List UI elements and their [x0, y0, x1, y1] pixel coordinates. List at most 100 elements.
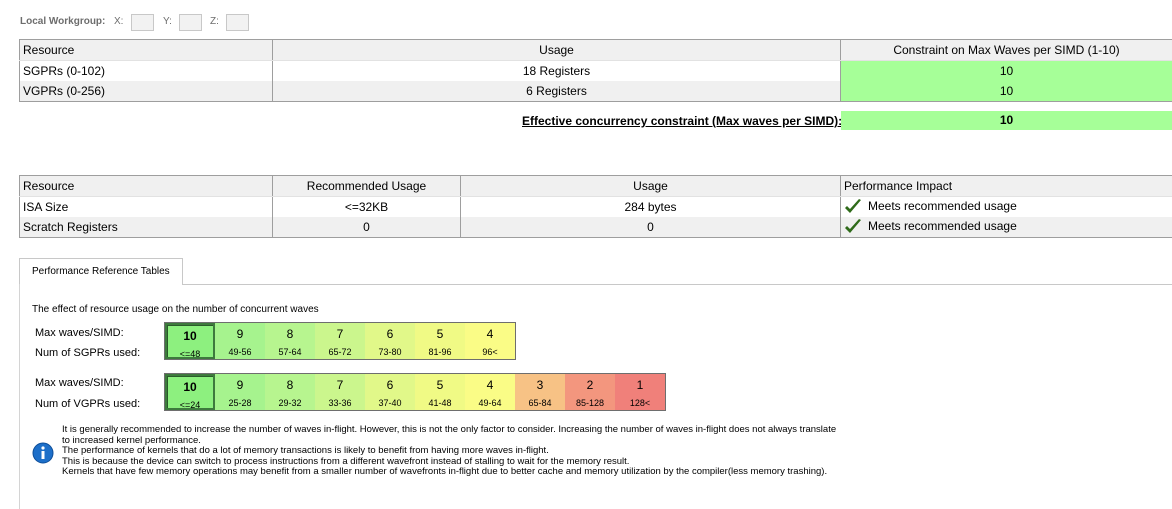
vgpr-wave-count: 9: [236, 378, 244, 392]
resource-usage-table: Resource Recommended Usage Usage Perform…: [19, 175, 1172, 238]
isa-size-resource: ISA Size: [19, 196, 273, 217]
sgpr-register-range: 65-72: [328, 347, 352, 357]
vgpr-wave-cell: 8 29-32: [265, 374, 315, 410]
sgpr-wave-cell: 7 65-72: [315, 323, 365, 359]
vgpr-usage: 6 Registers: [272, 81, 841, 102]
vgpr-wave-cell: 1 128<: [615, 374, 665, 410]
vgpr-wave-count: 3: [536, 378, 544, 392]
workgroup-x-input[interactable]: [131, 14, 154, 31]
tab-strip-line: [183, 284, 1172, 285]
checkmark-icon: [845, 199, 861, 213]
vgpr-register-range: <=24: [179, 400, 201, 410]
vgpr-register-range: 29-32: [278, 398, 302, 408]
vgpr-constraint: 10: [840, 81, 1172, 102]
sgpr-wave-count: 9: [236, 327, 244, 341]
vgpr-wave-cell: 7 33-36: [315, 374, 365, 410]
workgroup-x-label: X:: [114, 16, 124, 27]
vgpr-register-range: 65-84: [528, 398, 552, 408]
sgpr-wave-count: 6: [386, 327, 394, 341]
info-line: The performance of kernels that do a lot…: [62, 445, 549, 456]
vgpr-wave-cell: 5 41-48: [415, 374, 465, 410]
reference-description: The effect of resource usage on the numb…: [32, 304, 319, 315]
sgpr-constraint: 10: [840, 60, 1172, 81]
sgpr-register-range: 57-64: [278, 347, 302, 357]
header-resource: Resource: [19, 175, 273, 197]
scratch-recommended: 0: [272, 217, 461, 238]
sgpr-wave-count: 7: [336, 327, 344, 341]
vgpr-wave-cell: 4 49-64: [465, 374, 515, 410]
sgpr-register-range: 81-96: [428, 347, 452, 357]
sgpr-usage: 18 Registers: [272, 60, 841, 81]
vgpr-wave-cell: 10 <=24: [165, 374, 215, 410]
sgpr-waves-table: 10 <=48 9 49-56 8 57-64 7 65-72 6 73-80 5 81-96 4 96<: [164, 322, 516, 360]
workgroup-z-label: Z:: [210, 16, 219, 27]
effective-concurrency-label: Effective concurrency constraint (Max wa…: [522, 114, 843, 128]
info-line: It is generally recommended to increase …: [62, 424, 837, 435]
isa-size-impact-text: Meets recommended usage: [868, 199, 1017, 214]
vgpr-used-label: Num of VGPRs used:: [35, 398, 141, 410]
header-usage: Usage: [272, 39, 841, 61]
sgpr-wave-count: 10: [183, 329, 197, 343]
vgpr-register-range: 33-36: [328, 398, 352, 408]
isa-size-impact: Meets recommended usage: [840, 196, 1172, 217]
vgpr-wave-cell: 2 85-128: [565, 374, 615, 410]
sgpr-used-label: Num of SGPRs used:: [35, 347, 141, 359]
sgpr-wave-cell: 10 <=48: [165, 323, 215, 359]
sgpr-register-range: 96<: [482, 347, 498, 357]
sgpr-wave-count: 8: [286, 327, 294, 341]
sgpr-wave-cell: 9 49-56: [215, 323, 265, 359]
panel-left-border: [19, 284, 20, 509]
register-usage-table: Resource Usage Constraint on Max Waves p…: [19, 39, 1172, 102]
scratch-resource: Scratch Registers: [19, 217, 273, 238]
scratch-impact-text: Meets recommended usage: [868, 219, 1017, 234]
checkmark-icon: [845, 219, 861, 233]
effective-concurrency-value: 10: [841, 111, 1172, 130]
sgpr-wave-cell: 5 81-96: [415, 323, 465, 359]
header-constraint: Constraint on Max Waves per SIMD (1-10): [840, 39, 1172, 61]
vgpr-wave-cell: 3 65-84: [515, 374, 565, 410]
vgpr-register-range: 85-128: [575, 398, 605, 408]
workgroup-z-input[interactable]: [226, 14, 249, 31]
workgroup-y-input[interactable]: [179, 14, 202, 31]
info-text: It is generally recommended to increase …: [62, 424, 922, 478]
vgpr-waves-table: 10 <=24 9 25-28 8 29-32 7 33-36 6 37-40 5 41-48 4 49-…: [164, 373, 666, 411]
vgpr-wave-count: 1: [636, 378, 644, 392]
local-workgroup-label: Local Workgroup:: [20, 16, 106, 27]
vgpr-wave-count: 7: [336, 378, 344, 392]
sgpr-register-range: 73-80: [378, 347, 402, 357]
header-recommended-usage: Recommended Usage: [272, 175, 461, 197]
vgpr-wave-count: 2: [586, 378, 594, 392]
sgpr-wave-count: 5: [436, 327, 444, 341]
vgpr-wave-count: 6: [386, 378, 394, 392]
vgpr-waves-label: Max waves/SIMD:: [35, 377, 124, 389]
scratch-usage: 0: [460, 217, 841, 238]
info-line: This is because the device can switch to…: [62, 455, 630, 467]
header-performance-impact: Performance Impact: [840, 175, 1172, 197]
vgpr-wave-cell: 6 37-40: [365, 374, 415, 410]
vgpr-register-range: 49-64: [478, 398, 502, 408]
vgpr-wave-count: 4: [486, 378, 494, 392]
info-icon: [32, 442, 54, 464]
vgpr-wave-cell: 9 25-28: [215, 374, 265, 410]
info-line: to increased kernel performance.: [62, 434, 201, 446]
vgpr-register-range: 25-28: [228, 398, 252, 408]
vgpr-wave-count: 8: [286, 378, 294, 392]
vgpr-register-range: 128<: [629, 398, 651, 408]
vgpr-register-range: 37-40: [378, 398, 402, 408]
tab-performance-reference-tables[interactable]: Performance Reference Tables: [19, 258, 183, 285]
info-line: Kernels that have few memory operations …: [62, 466, 828, 477]
sgpr-waves-label: Max waves/SIMD:: [35, 327, 124, 339]
scratch-impact: Meets recommended usage: [840, 217, 1172, 238]
sgpr-wave-cell: 4 96<: [465, 323, 515, 359]
sgpr-wave-count: 4: [486, 327, 494, 341]
isa-size-recommended: <=32KB: [272, 196, 461, 217]
vgpr-resource: VGPRs (0-256): [19, 81, 273, 102]
header-usage: Usage: [460, 175, 841, 197]
sgpr-wave-cell: 8 57-64: [265, 323, 315, 359]
sgpr-register-range: <=48: [179, 349, 201, 359]
workgroup-y-label: Y:: [163, 16, 172, 27]
header-resource: Resource: [19, 39, 273, 61]
vgpr-register-range: 41-48: [428, 398, 452, 408]
vgpr-wave-count: 5: [436, 378, 444, 392]
sgpr-resource: SGPRs (0-102): [19, 60, 273, 81]
